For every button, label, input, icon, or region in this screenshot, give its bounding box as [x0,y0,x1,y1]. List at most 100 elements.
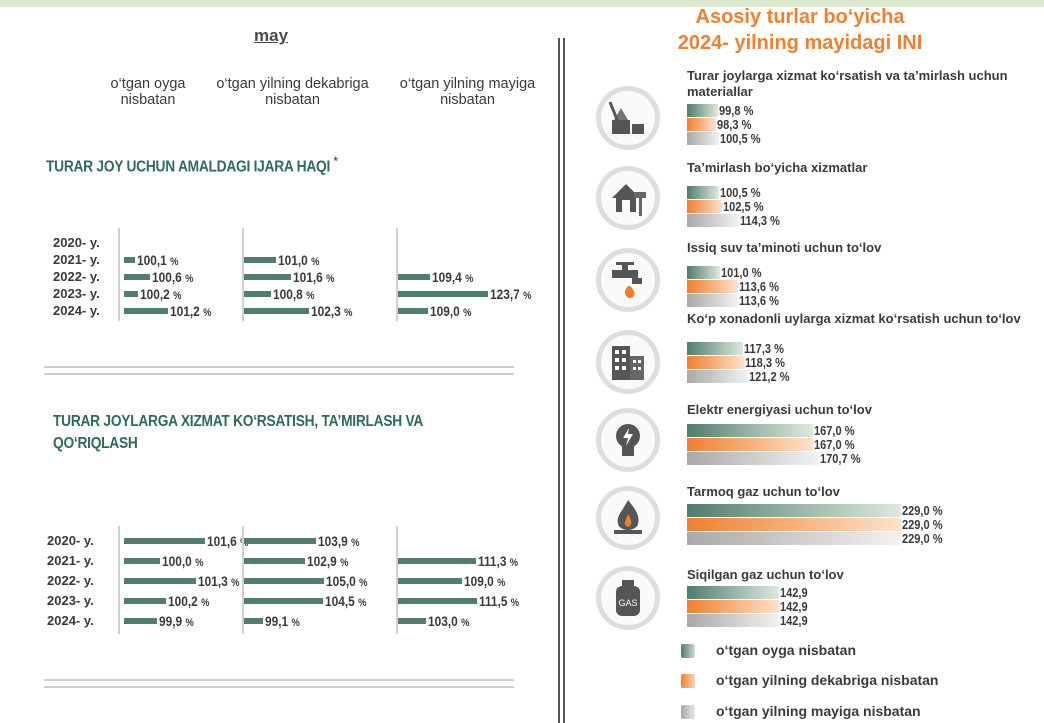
bar-1 [124,291,138,297]
bar-series-2 [687,356,745,369]
value-label: 100,8 % [273,286,315,302]
value-label: 98,3 % [716,117,752,132]
divider-1 [44,366,514,375]
category-label: Turar joylarga xizmat ko‘rsatish va ta’m… [687,68,1008,99]
bar-series-2 [687,438,814,451]
bar-series-3 [687,294,738,307]
bar-series-2 [687,118,716,131]
bar-series-3 [687,214,739,227]
bar-series-3 [687,370,749,383]
value-label: 100,5 % [720,185,761,200]
value-label: 104,5 % [324,593,366,609]
panel-separator-b [563,38,565,723]
year-label: 2020- y. [53,235,100,250]
section-title-services: TURAR JOYLARGA XIZMAT KO‘RSATISH, TA’MIR… [53,413,423,452]
gas-flame-icon [596,486,660,550]
panel-separator-a [558,38,560,723]
value-label: 102,5 % [722,199,764,214]
svg-text:GAS: GAS [618,598,637,608]
year-label: 2022- y. [53,269,100,284]
value-label: 111,3 % [477,553,518,569]
bar-3 [398,308,428,314]
value-label: 111,5 % [479,593,520,609]
bar-2 [244,578,324,584]
bar-series-1 [687,342,743,355]
category-label: Tarmoq gaz uchun to‘lov [687,484,840,499]
value-label: 229,0 % [902,503,944,518]
value-label: 109,0 % [430,303,472,319]
value-label: 103,0 % [428,613,470,629]
value-label: 142,9 [780,585,808,600]
right-title-line2: 2024- yilning mayidagi INI [677,32,923,54]
footnote-mark: * [333,154,338,168]
year-label: 2024- y. [47,613,94,628]
legend-label-december: o‘tgan yilning dekabriga nisbatan [716,672,939,688]
value-label: 101,0 % [720,265,762,280]
value-label: 142,9 [780,613,808,628]
section-title-rent-text: TURAR JOY UCHUN AMALDAGI IJARA HAQI [46,158,331,176]
category-label: Ta’mirlash bo‘yicha xizmatlar [687,160,868,175]
bar-1 [124,274,150,280]
value-label: 99,1 % [265,613,300,629]
year-label: 2022- y. [47,573,94,588]
value-label: 167,0 % [814,423,855,438]
bar-3 [398,598,477,604]
bar-1 [124,308,168,314]
house-roller-icon [596,166,660,230]
bar-2 [244,618,264,624]
bar-3 [398,578,462,584]
column-separator [396,526,398,634]
bar-3 [398,558,476,564]
faucet-icon [596,248,660,312]
column-header-may: o‘tgan yilning mayiga nisbatan [399,76,536,108]
bar-series-2 [687,280,738,293]
value-label: 105,0 % [326,573,368,589]
bar-series-1 [687,266,720,279]
value-label: 109,4 % [432,269,474,285]
value-label: 100,0 % [162,553,204,569]
bar-series-3 [687,132,719,145]
bar-1 [124,538,205,544]
bar-series-2 [687,518,902,531]
category-label: Issiq suv ta’minoti uchun to‘lov [687,240,882,255]
lightbulb-icon [596,408,660,472]
value-label: 103,9 % [317,533,360,549]
value-label: 113,6 % [738,279,779,294]
value-label: 102,3 % [310,303,352,319]
value-label: 229,0 % [902,531,944,546]
column-separator [242,228,244,321]
bar-2 [244,308,309,314]
bar-3 [398,618,426,624]
bar-1 [124,257,135,263]
bar-2 [244,538,316,544]
column-header-month: o‘tgan oyga nisbatan [110,76,186,108]
bar-1 [124,578,197,584]
value-label: 101,6 % [293,269,335,285]
section-title-rent: TURAR JOY UCHUN AMALDAGI IJARA HAQI * [46,150,338,178]
bar-series-2 [687,600,780,613]
gas-cylinder-icon: GAS [596,566,660,630]
bar-series-3 [687,614,780,627]
bar-1 [124,618,158,624]
value-label: 100,2 % [167,593,210,609]
value-label: 113,6 % [738,293,779,308]
bar-2 [244,558,305,564]
value-label: 100,1 % [137,252,179,268]
bar-series-1 [687,586,780,599]
value-label: 167,0 % [814,437,855,452]
value-label: 117,3 % [743,341,784,356]
year-label: 2024- y. [53,303,100,318]
year-label: 2021- y. [47,553,94,568]
bar-1 [124,598,166,604]
value-label: 109,0 % [464,573,506,589]
category-label: Ko‘p xonadonli uylarga xizmat ko‘rsatish… [687,311,1021,326]
month-label: may [254,26,289,45]
year-label: 2021- y. [53,252,100,267]
column-separator [118,228,120,321]
bar-3 [398,274,430,280]
value-label: 99,8 % [719,103,754,118]
value-label: 114,3 % [739,213,780,228]
value-label: 229,0 % [902,517,944,532]
legend-swatch-december [681,674,695,688]
column-separator [242,526,244,634]
